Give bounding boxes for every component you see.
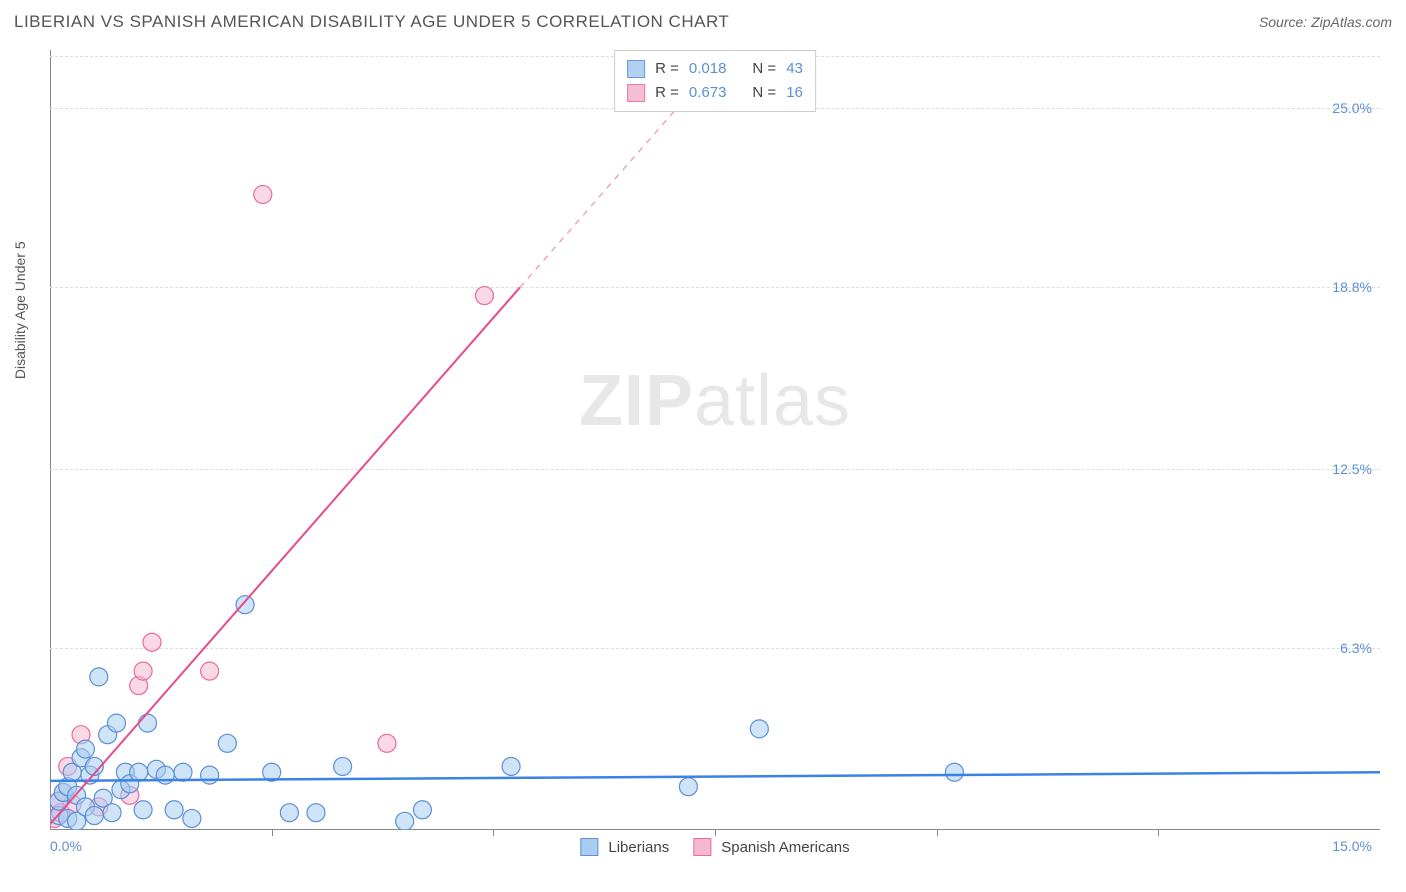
series-legend-item: Liberians [580,838,669,856]
data-point [201,662,219,680]
data-point [103,804,121,822]
series-legend: Liberians Spanish Americans [580,838,849,856]
data-point [174,763,192,781]
chart-area: Disability Age Under 5 6.3%12.5%18.8%25.… [50,50,1380,830]
x-tick-min: 0.0% [50,838,82,854]
y-axis-label: Disability Age Under 5 [12,241,28,379]
legend-swatch [693,838,711,856]
n-value: 16 [786,81,803,105]
data-point [396,812,414,830]
n-label: N = [752,57,776,81]
n-value: 43 [786,57,803,81]
legend-swatch [580,838,598,856]
r-value: 0.673 [689,81,727,105]
data-point [236,596,254,614]
data-point [139,714,157,732]
data-point [280,804,298,822]
data-point [945,763,963,781]
data-point [165,801,183,819]
data-point [475,287,493,305]
series-name: Liberians [608,839,669,856]
trend-line [50,287,520,824]
series-name: Spanish Americans [721,839,849,856]
series-legend-item: Spanish Americans [693,838,849,856]
data-point [334,757,352,775]
data-point [183,809,201,827]
stats-legend-row: R = 0.673 N = 16 [627,81,803,105]
data-point [750,720,768,738]
x-tick-max: 15.0% [1332,838,1372,854]
data-point [502,757,520,775]
data-point [108,714,126,732]
r-label: R = [655,81,679,105]
data-point [130,763,148,781]
chart-title: LIBERIAN VS SPANISH AMERICAN DISABILITY … [14,12,729,32]
legend-swatch [627,84,645,102]
data-point [307,804,325,822]
data-point [134,662,152,680]
data-point [143,633,161,651]
trend-line [50,772,1380,781]
data-point [201,766,219,784]
source-attribution: Source: ZipAtlas.com [1259,14,1392,30]
r-label: R = [655,57,679,81]
scatter-plot-svg [50,50,1380,830]
stats-legend: R = 0.018 N = 43 R = 0.673 N = 16 [614,50,816,112]
r-value: 0.018 [689,57,727,81]
data-point [85,807,103,825]
n-label: N = [752,81,776,105]
data-point [254,185,272,203]
data-point [76,740,94,758]
data-point [134,801,152,819]
legend-swatch [627,60,645,78]
data-point [378,734,396,752]
data-point [679,778,697,796]
stats-legend-row: R = 0.018 N = 43 [627,57,803,81]
data-point [218,734,236,752]
data-point [413,801,431,819]
data-point [90,668,108,686]
